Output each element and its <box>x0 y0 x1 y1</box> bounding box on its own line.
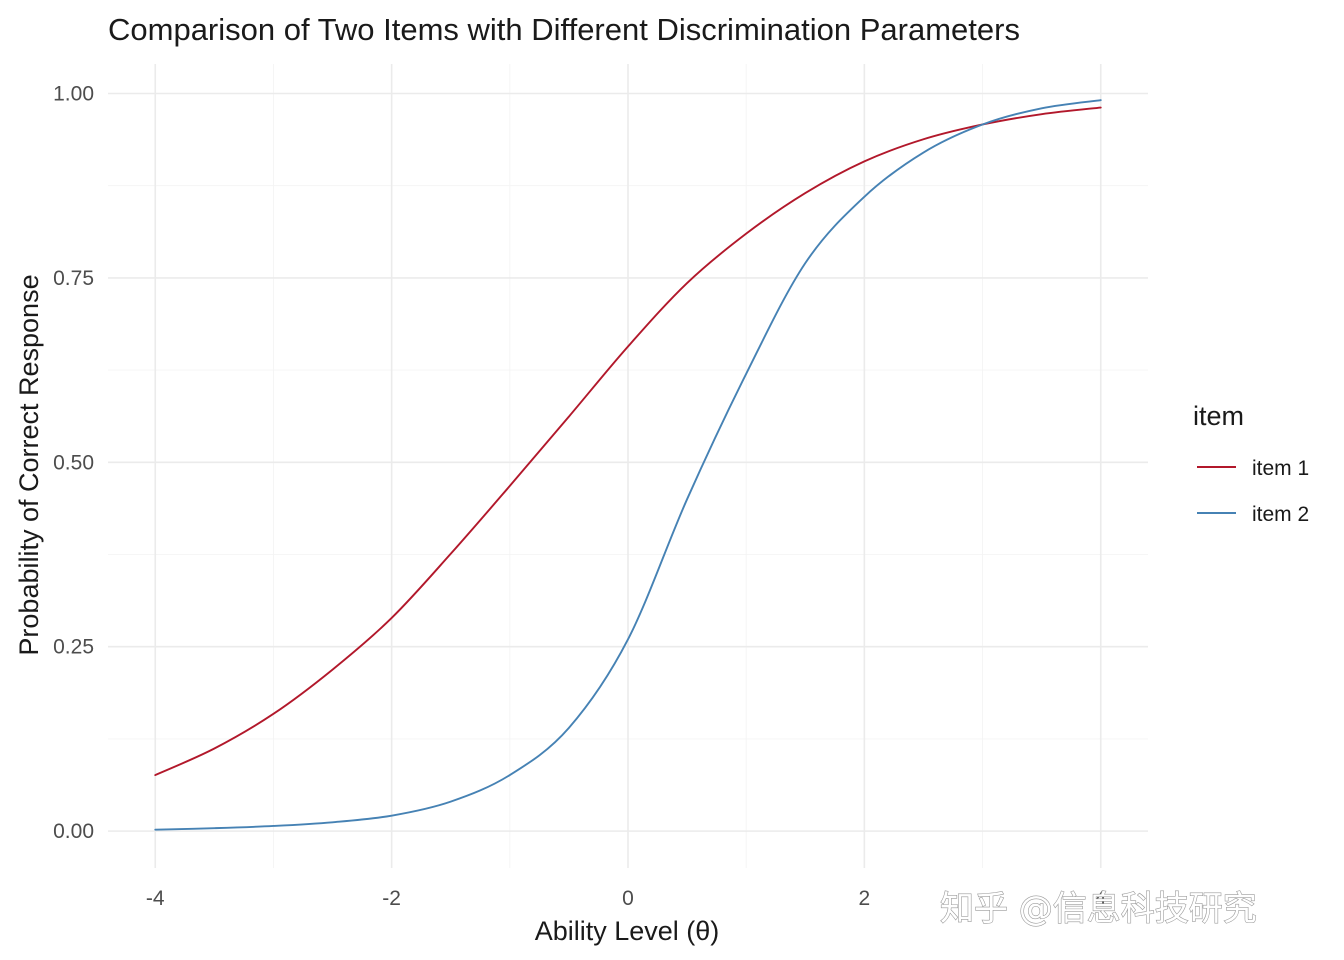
data-point-item-1 <box>273 713 275 715</box>
data-point-item-1 <box>509 485 511 487</box>
chart-title: Comparison of Two Items with Different D… <box>108 12 1020 47</box>
legend-title: item <box>1193 401 1244 431</box>
data-point-item-2 <box>154 829 156 831</box>
data-point-item-1 <box>923 138 925 140</box>
data-point-item-2 <box>804 262 806 264</box>
x-tick-label: 0 <box>622 887 634 910</box>
y-tick-label: 0.50 <box>53 451 94 474</box>
data-point-item-2 <box>1041 107 1043 109</box>
data-point-item-2 <box>745 373 747 375</box>
legend: item item 1 item 2 <box>1193 401 1309 526</box>
series-line-item-1 <box>154 106 1102 777</box>
y-tick-label: 0.00 <box>53 820 94 843</box>
x-tick-label: 4 <box>1095 887 1107 910</box>
y-tick-label: 0.75 <box>53 267 94 290</box>
data-point-item-2 <box>923 152 925 154</box>
data-point-item-2 <box>509 774 511 776</box>
x-axis-ticks: -4 -2 0 2 4 <box>146 887 1107 910</box>
legend-label-item-2: item 2 <box>1252 503 1309 526</box>
x-tick-label: -2 <box>382 887 401 910</box>
data-point-item-2 <box>332 821 334 823</box>
data-point-item-1 <box>1041 113 1043 115</box>
data-point-item-1 <box>863 160 865 162</box>
data-point-item-2 <box>686 498 688 500</box>
plot-panel <box>108 64 1148 868</box>
data-point-item-1 <box>568 416 570 418</box>
data-point-item-1 <box>154 774 156 776</box>
data-point-item-2 <box>982 124 984 126</box>
data-point-item-2 <box>450 801 452 803</box>
data-point-item-1 <box>391 617 393 619</box>
data-point-item-2 <box>273 825 275 827</box>
series-layer <box>154 99 1102 831</box>
data-point-item-1 <box>1100 107 1102 109</box>
data-point-item-1 <box>332 669 334 671</box>
y-tick-label: 1.00 <box>53 83 94 106</box>
y-axis-title: Probability of Correct Response <box>14 274 44 655</box>
y-tick-label: 0.25 <box>53 636 94 659</box>
data-point-item-1 <box>213 748 215 750</box>
watermark: 知乎 @信息科技研究 <box>940 889 1257 929</box>
x-axis-title: Ability Level (θ) <box>535 916 720 946</box>
grid-major <box>108 64 1148 868</box>
data-point-item-1 <box>686 282 688 284</box>
data-point-item-2 <box>391 815 393 817</box>
x-tick-label: 2 <box>859 887 871 910</box>
data-point-item-1 <box>745 233 747 235</box>
data-point-item-1 <box>804 192 806 194</box>
x-tick-label: -4 <box>146 887 165 910</box>
series-line-item-2 <box>154 99 1102 831</box>
data-point-item-2 <box>213 827 215 829</box>
data-point-item-1 <box>450 553 452 555</box>
y-axis-ticks: 0.00 0.25 0.50 0.75 1.00 <box>53 83 94 844</box>
data-point-item-2 <box>863 196 865 198</box>
data-point-item-2 <box>1100 99 1102 101</box>
legend-items: item 1 item 2 <box>1197 457 1309 526</box>
data-point-item-2 <box>627 638 629 640</box>
data-point-item-2 <box>568 727 570 729</box>
legend-label-item-1: item 1 <box>1252 457 1309 480</box>
data-point-item-1 <box>627 346 629 348</box>
